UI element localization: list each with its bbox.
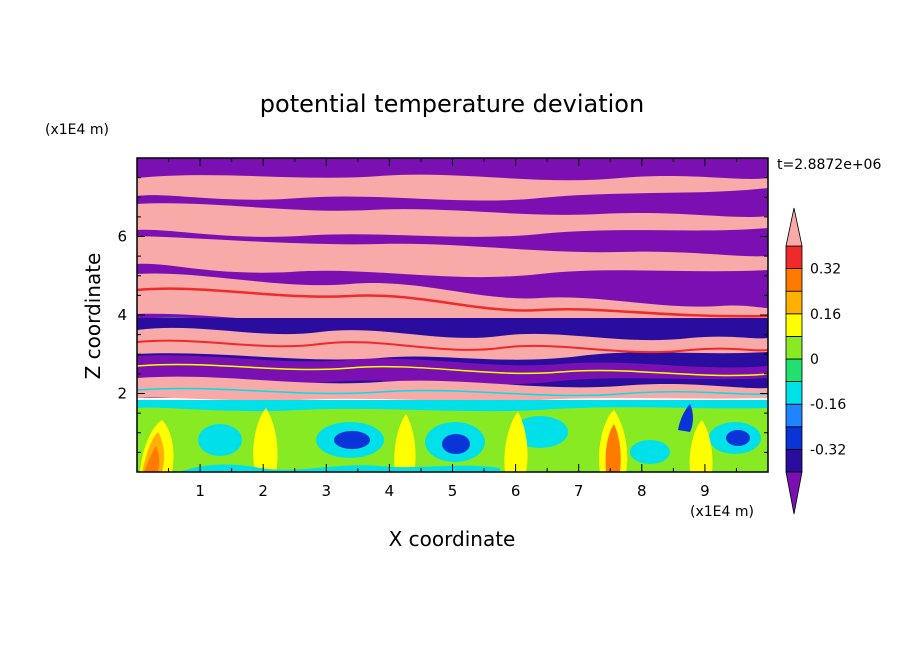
field-lower-convection <box>137 400 768 472</box>
colorbar-segment <box>785 268 803 292</box>
plume-yellow-2 <box>253 408 278 472</box>
eddy-blue-4-core <box>726 430 750 446</box>
colorbar-segment <box>785 335 803 360</box>
x-tick-label: 9 <box>700 482 710 500</box>
x-axis-label: X coordinate <box>389 527 516 551</box>
y-tick-label: 6 <box>117 228 127 246</box>
eddy-cyan-6 <box>630 440 670 464</box>
x-tick-label: 8 <box>637 482 647 500</box>
yellow-edge-1 <box>137 363 768 377</box>
colorbar-extend-low <box>785 471 803 515</box>
plume-yellow-3 <box>394 414 416 472</box>
y-unit-label: (x1E4 m) <box>45 122 109 138</box>
eddy-cyan-5 <box>198 424 242 456</box>
plume-blue-7 <box>678 404 693 432</box>
x-tick-label: 3 <box>322 482 332 500</box>
x-tick-label: 4 <box>385 482 395 500</box>
cyan-floor <box>180 464 500 472</box>
pink-band-3 <box>137 236 768 278</box>
colorbar-label: 0.32 <box>810 262 841 278</box>
pink-band-4 <box>137 273 768 330</box>
time-label: t=2.8872e+06 <box>777 157 881 173</box>
y-tick-label: 2 <box>117 385 127 403</box>
colorbar-label: 0 <box>810 352 819 368</box>
eddy-blue-1-core <box>334 431 370 449</box>
x-unit-label: (x1E4 m) <box>690 504 754 520</box>
plot-field <box>137 158 768 472</box>
colorbar-extend-high <box>785 207 803 247</box>
plume-orange-5 <box>605 424 621 472</box>
plume-red-1 <box>144 446 160 472</box>
cyan-edge-2 <box>137 387 768 397</box>
x-tick-label: 1 <box>195 482 205 500</box>
colorbar-segment <box>785 381 803 405</box>
y-axis: 2 4 6 <box>117 177 768 453</box>
field-middle-mixing <box>137 318 768 402</box>
x-tick-label: 7 <box>574 482 584 500</box>
colorbar-segment <box>785 358 803 383</box>
y-axis-label: Z coordinate <box>81 253 105 380</box>
colorbar-label: -0.16 <box>810 397 846 413</box>
x-tick-label: 6 <box>511 482 521 500</box>
eddy-blue-2-core <box>442 434 470 454</box>
x-tick-label: 2 <box>258 482 268 500</box>
boundary-cyan-strip <box>137 400 768 412</box>
pink-filament-1 <box>137 327 768 360</box>
colorbar: 0.32 0.16 0 -0.16 -0.32 <box>785 207 846 515</box>
field-upper-bands <box>137 158 768 337</box>
colorbar-segment <box>785 403 803 428</box>
colorbar-segment <box>785 426 803 450</box>
red-edge-1 <box>137 287 768 318</box>
pink-band-1 <box>137 174 768 201</box>
colorbar-segment <box>785 448 803 473</box>
plume-yellow-4 <box>504 412 528 472</box>
colorbar-label: -0.32 <box>810 442 846 458</box>
colorbar-segment <box>785 313 803 337</box>
colorbar-segment <box>785 245 803 270</box>
pink-band-2 <box>137 203 768 237</box>
x-axis: 1 2 3 4 5 6 7 8 9 <box>168 158 737 500</box>
colorbar-label: 0.16 <box>810 307 841 323</box>
y-tick-label: 4 <box>117 306 127 324</box>
colorbar-segment <box>785 290 803 315</box>
chart-title: potential temperature deviation <box>260 90 644 118</box>
x-tick-label: 5 <box>448 482 458 500</box>
plume-yellow-6 <box>689 420 713 472</box>
red-edge-2 <box>137 339 768 354</box>
